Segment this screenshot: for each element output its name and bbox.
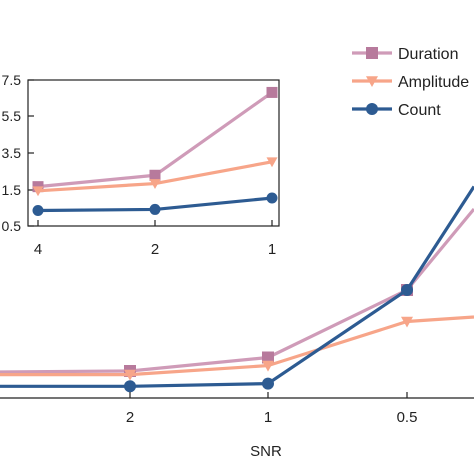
legend-label-count: Count: [398, 102, 441, 119]
inset-data-point-duration-2: [149, 169, 161, 181]
inset-data-point-count-4: [32, 204, 44, 216]
data-point-count-1: [262, 377, 274, 390]
inset-x-ticks: 4 2 1: [34, 220, 276, 258]
x-tick-label-1: 1: [264, 409, 272, 426]
inset-x-tick-label-4: 4: [34, 241, 42, 258]
x-tick-label-0-5: 0.5: [397, 409, 418, 426]
legend-item-amplitude: Amplitude: [352, 74, 469, 91]
inset-y-tick-label-1-5: 1.5: [2, 182, 22, 198]
data-point-amplitude-1: [262, 360, 274, 372]
inset-y-ticks: 7.5 5.5 3.5 1.5 0.5: [2, 72, 34, 234]
inset-data-point-count-1: [266, 192, 278, 204]
data-point-count-2: [124, 380, 136, 393]
inset-data-point-amplitude-1: [266, 157, 278, 168]
legend-label-duration: Duration: [398, 46, 458, 63]
inset-frame: [27, 79, 280, 227]
data-point-amplitude-2: [124, 369, 136, 381]
legend-item-duration: Duration: [352, 46, 458, 63]
inset-y-tick-label-3-5: 3.5: [2, 145, 22, 161]
data-point-count-0.5: [401, 284, 413, 296]
inset-data-point-duration-1: [266, 86, 278, 98]
legend-label-amplitude: Amplitude: [398, 74, 469, 91]
legend-marker-amplitude: [366, 76, 378, 87]
inset-data-point-amplitude-2: [149, 179, 161, 190]
inset-data-point-amplitude-4: [32, 186, 44, 197]
legend-item-count: Count: [352, 102, 441, 119]
inset-data-point-count-2: [149, 203, 161, 215]
main-x-ticks: 2 1 0.5: [126, 392, 418, 426]
inset-plot-lines: [32, 86, 278, 216]
data-point-duration-1: [262, 351, 274, 364]
data-point-amplitude-0.5: [401, 316, 413, 328]
legend: Duration Amplitude Count: [352, 46, 469, 119]
main-plot-lines: [0, 185, 474, 393]
inset-y-tick-label-0-5: 0.5: [2, 218, 22, 234]
x-axis-label: SNR: [250, 443, 282, 460]
legend-marker-count: [366, 103, 378, 115]
series-line-amplitude: [0, 315, 474, 377]
inset-y-tick-label-7-5: 7.5: [2, 72, 22, 88]
inset-y-tick-label-5-5: 5.5: [2, 108, 22, 124]
x-tick-label-2: 2: [126, 409, 134, 426]
inset-x-tick-label-2: 2: [151, 241, 159, 258]
legend-marker-duration: [366, 47, 378, 59]
inset-x-tick-label-1: 1: [268, 241, 276, 258]
